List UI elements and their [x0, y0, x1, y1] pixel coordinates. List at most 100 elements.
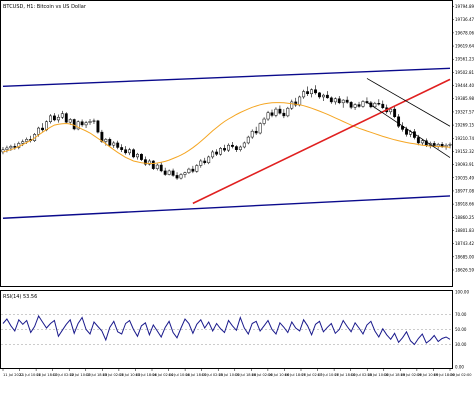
rsi-line: [2, 314, 451, 346]
candle-body: [258, 123, 262, 134]
candle-body: [132, 149, 135, 158]
candle-body: [234, 146, 238, 150]
price-tick-label: 19035.490: [455, 175, 474, 180]
candle-body: [76, 121, 80, 130]
candle-body: [128, 149, 132, 154]
price-tick-label: 19152.320: [455, 149, 474, 154]
candle-body: [444, 144, 448, 147]
time-tick-label: 19 Jul 18:00: [433, 373, 455, 377]
candle-body: [64, 113, 68, 123]
candle-body: [25, 139, 29, 142]
candle-body: [298, 96, 302, 106]
candle-body: [223, 148, 226, 151]
candle-body: [448, 144, 452, 146]
candle-body: [294, 101, 298, 106]
time-tick-label: 12 Jul 10:00: [69, 373, 91, 377]
candle-body: [96, 120, 100, 133]
candle-body: [92, 120, 96, 122]
candle-body: [302, 91, 306, 98]
candle-body: [321, 94, 325, 98]
price-tick-label: 19385.980: [455, 96, 474, 101]
time-tick-label: 11 Jul 2022: [3, 373, 23, 377]
rsi-tick-label: 0.00: [455, 365, 464, 370]
price-tick-label: 19794.890: [455, 4, 474, 9]
candle-body: [357, 104, 361, 107]
candle-body: [13, 146, 17, 148]
time-tick-label: 18 Jul 02:00: [351, 373, 373, 377]
candle-body: [72, 119, 76, 130]
candle-body: [120, 147, 124, 150]
candle-body: [254, 130, 258, 134]
candle-body: [405, 129, 408, 135]
price-tick-label: 19269.150: [455, 123, 474, 128]
candle-body: [56, 116, 60, 121]
time-tick-label: 11 Jul 18:00: [36, 373, 58, 377]
time-tick-label: 12 Jul 02:00: [53, 373, 75, 377]
price-panel: [0, 0, 453, 287]
price-tick-label: 18685.000: [455, 254, 474, 259]
candle-body: [432, 143, 436, 147]
candle-body: [155, 164, 159, 169]
candle-body: [191, 168, 195, 172]
candle-body: [167, 170, 171, 175]
candle-body: [266, 112, 270, 120]
time-tick-label: 15 Jul 10:00: [218, 373, 240, 377]
candle-body: [203, 160, 207, 164]
candle-body: [124, 149, 128, 154]
candle-body: [49, 115, 52, 122]
candle-body: [207, 156, 211, 164]
price-tick-label: 18918.660: [455, 202, 474, 207]
price-tick-label: 18860.250: [455, 215, 474, 220]
candle-body: [187, 168, 191, 173]
time-tick-label: 17 Jul 18:00: [334, 373, 356, 377]
candle-body: [183, 172, 187, 175]
candle-body: [361, 101, 365, 107]
time-tick-label: 13 Jul 10:00: [119, 373, 141, 377]
candle-body: [349, 102, 353, 108]
candle-body: [80, 121, 84, 126]
time-tick-label: 19 Jul 02:00: [400, 373, 422, 377]
candle-body: [163, 170, 167, 175]
candle-body: [230, 144, 234, 147]
rsi-tick-label: 30.00: [455, 342, 467, 347]
candle-body: [88, 121, 92, 123]
price-tick-label: 18743.420: [455, 241, 474, 246]
candle-body: [246, 136, 250, 144]
candle-body: [175, 175, 179, 179]
price-tick-label: 19619.640: [455, 44, 474, 49]
candle-body: [159, 164, 163, 172]
candle-body: [274, 108, 278, 116]
candle-body: [282, 112, 286, 117]
candle-body: [262, 118, 266, 124]
rsi-tick-label: 100.00: [455, 290, 469, 295]
candle-body: [68, 119, 72, 123]
rsi-title: RSI(14) 53.56: [3, 294, 37, 300]
candle-body: [219, 148, 223, 155]
time-tick-label: 17 Jul 10:00: [318, 373, 340, 377]
candle-body: [143, 159, 147, 165]
candle-body: [171, 170, 175, 176]
candle-body: [345, 99, 349, 103]
candle-body: [329, 97, 333, 103]
candle-body: [377, 102, 381, 105]
price-tick-label: 18626.590: [455, 267, 474, 272]
candle-body: [373, 102, 377, 108]
candle-body: [250, 130, 254, 138]
time-tick-label: 15 Jul 18:00: [235, 373, 257, 377]
candle-body: [286, 107, 290, 117]
time-tick-label: 17 Jul 02:00: [301, 373, 323, 377]
candle-body: [112, 142, 116, 146]
candle-body: [389, 108, 393, 113]
candle-body: [270, 112, 274, 116]
chart-title: BTCUSD, H1: Bitcoin vs US Dollar: [3, 4, 87, 10]
channel-boundary-line: [2, 195, 451, 219]
candle-body: [195, 165, 199, 172]
candle-body: [333, 98, 337, 103]
candle-body: [227, 144, 230, 151]
candle-body: [21, 141, 25, 144]
price-tick-label: 19093.910: [455, 162, 474, 167]
price-tick-label: 18977.080: [455, 188, 474, 193]
support-trendline: [192, 78, 451, 205]
price-tick-label: 19502.810: [455, 70, 474, 75]
